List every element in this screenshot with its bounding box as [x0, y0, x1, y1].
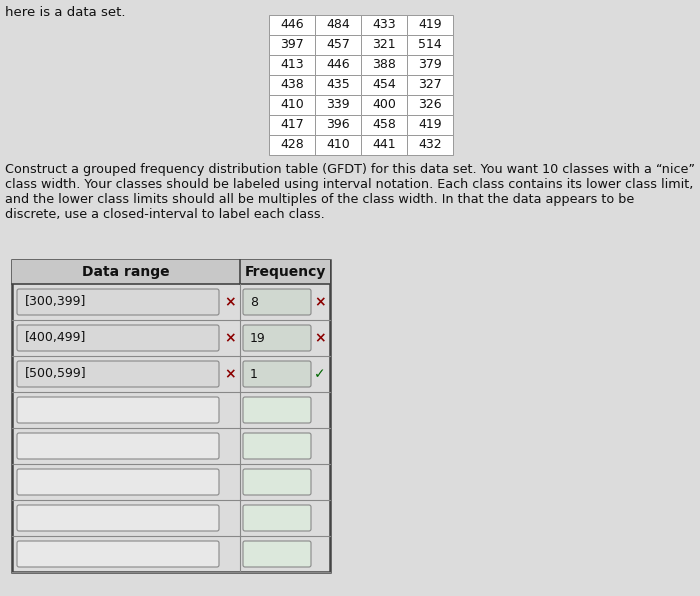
Bar — [315, 55, 361, 75]
Bar — [12, 260, 330, 284]
FancyBboxPatch shape — [243, 361, 311, 387]
Bar — [269, 115, 315, 135]
Bar — [269, 15, 315, 35]
Text: 432: 432 — [418, 138, 442, 151]
Text: discrete, use a closed-interval to label each class.: discrete, use a closed-interval to label… — [5, 208, 325, 221]
FancyBboxPatch shape — [17, 289, 219, 315]
FancyBboxPatch shape — [243, 433, 311, 459]
Bar — [361, 15, 407, 35]
Text: [500,599]: [500,599] — [25, 368, 87, 380]
Text: 419: 419 — [418, 18, 442, 32]
Text: 8: 8 — [250, 296, 258, 309]
Text: [300,399]: [300,399] — [25, 296, 86, 309]
Text: 1: 1 — [250, 368, 258, 380]
Text: 19: 19 — [250, 331, 266, 344]
Text: 441: 441 — [372, 138, 396, 151]
Text: 514: 514 — [418, 39, 442, 51]
Bar — [407, 55, 453, 75]
Bar — [361, 95, 407, 115]
Bar — [315, 35, 361, 55]
FancyBboxPatch shape — [17, 541, 219, 567]
Text: 417: 417 — [280, 119, 304, 132]
Text: Data range: Data range — [82, 265, 170, 279]
Text: 428: 428 — [280, 138, 304, 151]
Bar — [361, 55, 407, 75]
Bar — [361, 115, 407, 135]
Text: 446: 446 — [326, 58, 350, 72]
Bar — [361, 135, 407, 155]
Text: 446: 446 — [280, 18, 304, 32]
Bar — [269, 135, 315, 155]
Text: Construct a grouped frequency distribution table (GFDT) for this data set. You w: Construct a grouped frequency distributi… — [5, 163, 695, 176]
Text: 388: 388 — [372, 58, 396, 72]
Bar — [12, 260, 330, 572]
Bar — [407, 95, 453, 115]
FancyBboxPatch shape — [17, 325, 219, 351]
Text: ×: × — [224, 295, 236, 309]
Text: and the lower class limits should all be multiples of the class width. In that t: and the lower class limits should all be… — [5, 193, 634, 206]
Bar — [407, 75, 453, 95]
Text: 400: 400 — [372, 98, 396, 111]
Bar — [315, 95, 361, 115]
Text: 433: 433 — [372, 18, 396, 32]
Bar — [361, 35, 407, 55]
Text: 413: 413 — [280, 58, 304, 72]
Bar — [269, 35, 315, 55]
Text: Frequency: Frequency — [244, 265, 326, 279]
Text: 397: 397 — [280, 39, 304, 51]
Text: 419: 419 — [418, 119, 442, 132]
Text: 410: 410 — [326, 138, 350, 151]
Bar — [269, 95, 315, 115]
Text: 327: 327 — [418, 79, 442, 92]
Text: 339: 339 — [326, 98, 350, 111]
Bar — [315, 15, 361, 35]
Bar — [407, 15, 453, 35]
Text: class width. Your classes should be labeled using interval notation. Each class : class width. Your classes should be labe… — [5, 178, 694, 191]
Text: ✓: ✓ — [314, 367, 326, 381]
Text: 484: 484 — [326, 18, 350, 32]
Text: 379: 379 — [418, 58, 442, 72]
Text: 435: 435 — [326, 79, 350, 92]
Bar — [315, 115, 361, 135]
Text: 321: 321 — [372, 39, 396, 51]
Text: ×: × — [314, 331, 326, 345]
FancyBboxPatch shape — [243, 505, 311, 531]
FancyBboxPatch shape — [17, 433, 219, 459]
Text: ×: × — [224, 367, 236, 381]
Text: [400,499]: [400,499] — [25, 331, 86, 344]
Text: ×: × — [314, 295, 326, 309]
Bar — [269, 55, 315, 75]
Text: ×: × — [224, 331, 236, 345]
Bar — [315, 135, 361, 155]
FancyBboxPatch shape — [243, 397, 311, 423]
Bar — [269, 75, 315, 95]
Text: here is a data set.: here is a data set. — [5, 6, 125, 19]
Text: 458: 458 — [372, 119, 396, 132]
Text: 396: 396 — [326, 119, 350, 132]
Bar — [361, 75, 407, 95]
FancyBboxPatch shape — [243, 469, 311, 495]
FancyBboxPatch shape — [17, 505, 219, 531]
FancyBboxPatch shape — [243, 541, 311, 567]
Bar — [407, 115, 453, 135]
Text: 326: 326 — [418, 98, 442, 111]
FancyBboxPatch shape — [17, 469, 219, 495]
FancyBboxPatch shape — [243, 289, 311, 315]
FancyBboxPatch shape — [17, 397, 219, 423]
Text: 457: 457 — [326, 39, 350, 51]
Bar — [407, 35, 453, 55]
FancyBboxPatch shape — [17, 361, 219, 387]
Text: 454: 454 — [372, 79, 396, 92]
Bar — [407, 135, 453, 155]
FancyBboxPatch shape — [243, 325, 311, 351]
Text: 410: 410 — [280, 98, 304, 111]
Bar — [315, 75, 361, 95]
Text: 438: 438 — [280, 79, 304, 92]
